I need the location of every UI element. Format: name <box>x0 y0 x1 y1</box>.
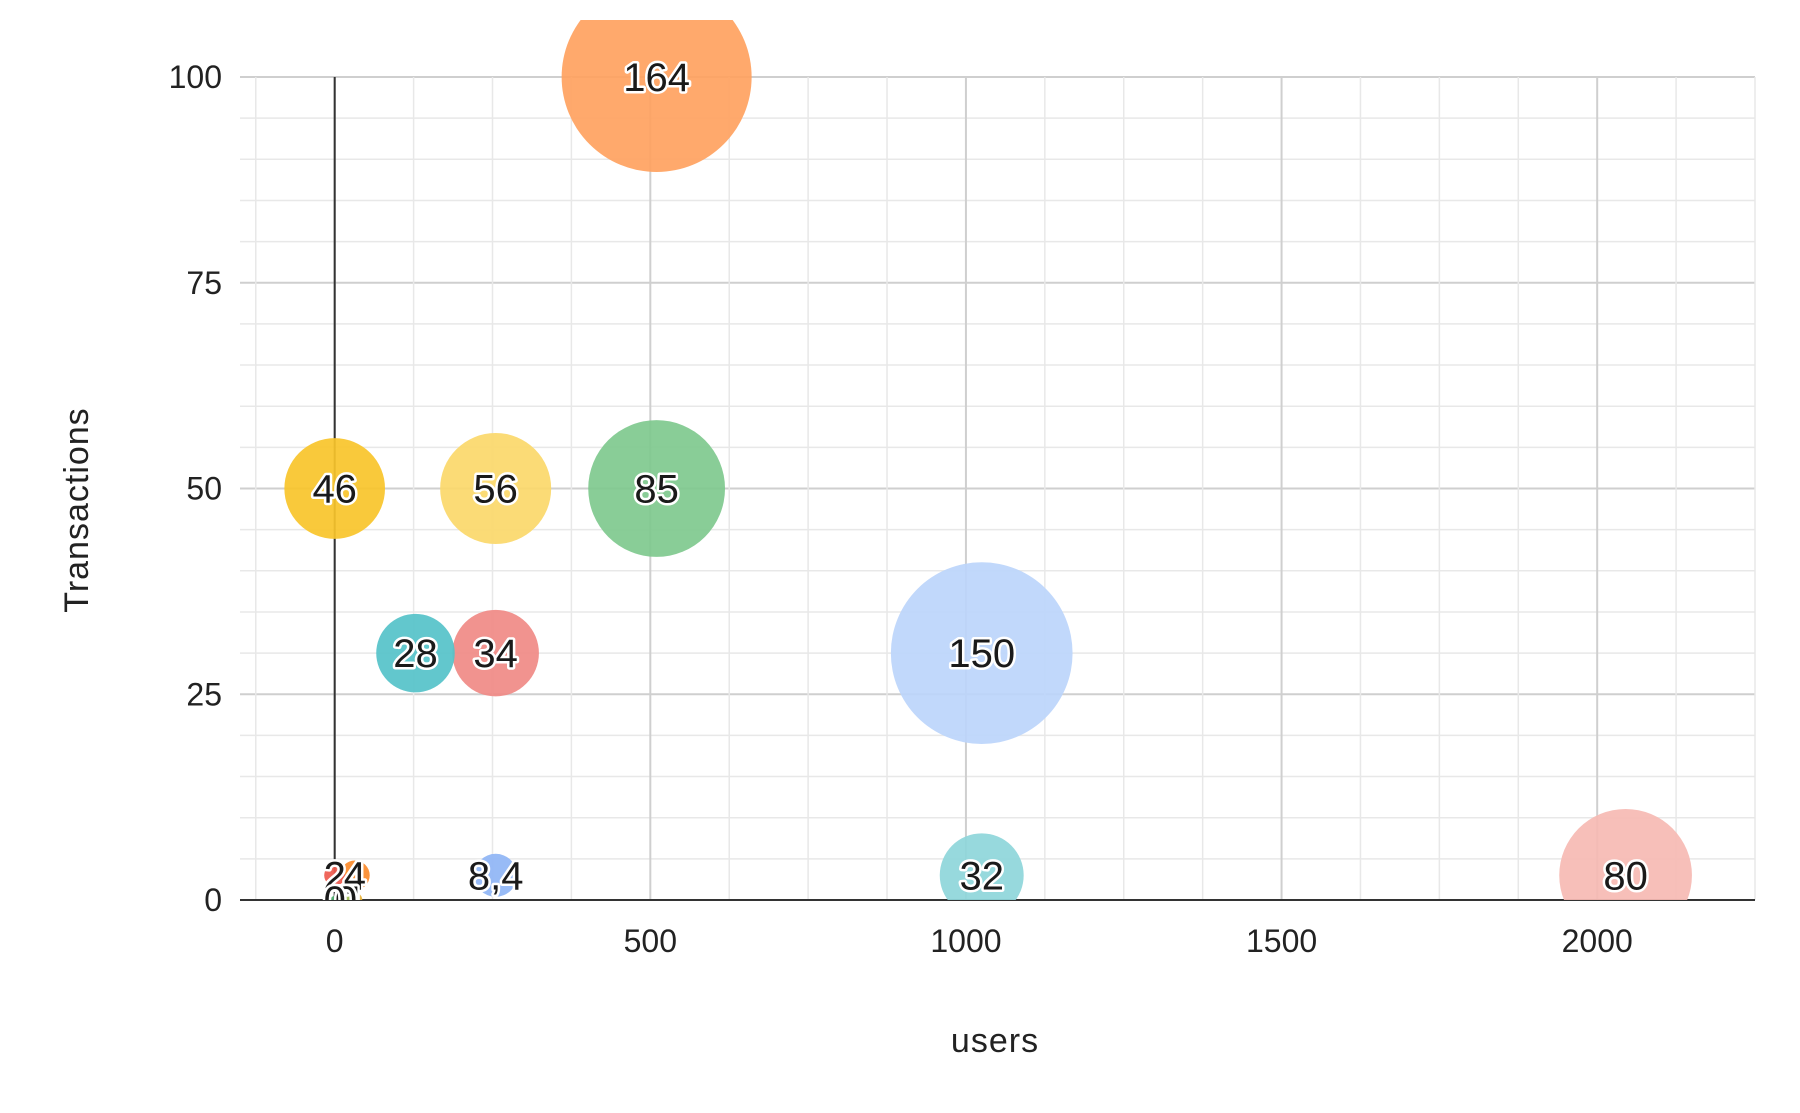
bubble-label: 56 <box>473 468 518 512</box>
bubble <box>347 892 363 900</box>
bubble <box>452 609 539 697</box>
bubble <box>474 853 518 897</box>
y-tick-label: 100 <box>169 59 222 95</box>
bubble <box>561 20 752 172</box>
bubble <box>324 864 346 886</box>
bubble-label: 164 <box>623 56 690 100</box>
x-tick-label: 500 <box>624 923 677 959</box>
bubble-label: 0 <box>324 879 346 923</box>
bubble-label: 32 <box>959 854 1004 898</box>
bubble <box>939 833 1024 900</box>
y-tick-label: 25 <box>186 676 222 712</box>
bubble-label: 4 <box>344 854 366 898</box>
bubble-label: 46 <box>312 468 357 512</box>
bubble <box>340 894 352 900</box>
x-tick-label: 1000 <box>930 923 1001 959</box>
bubble-label: 34 <box>473 632 518 676</box>
bubble <box>284 438 386 539</box>
x-tick-label: 0 <box>326 923 344 959</box>
bubble-label: 8,4 <box>468 854 524 898</box>
x-tick-label: 1500 <box>1246 923 1317 959</box>
y-tick-label: 75 <box>186 265 222 301</box>
bubble-label: 28 <box>393 632 438 676</box>
y-tick-label: 50 <box>186 471 222 507</box>
x-axis-title: users <box>951 1022 1039 1060</box>
x-tick-label: 2000 <box>1562 923 1633 959</box>
bubble <box>330 895 339 900</box>
bubble <box>340 860 370 891</box>
bubble-label: 2 <box>324 854 346 898</box>
bubble-series <box>284 20 1692 900</box>
bubble <box>440 432 552 545</box>
y-axis-title: Transactions <box>58 407 96 612</box>
bubble-label: 0 <box>335 879 357 923</box>
bubble-label: 150 <box>948 632 1015 676</box>
bubble <box>376 613 455 693</box>
bubble-label: 85 <box>634 468 679 512</box>
bubble <box>588 420 726 557</box>
bubble <box>890 562 1073 744</box>
y-tick-label: 0 <box>204 882 222 918</box>
bubble-label: 1 <box>344 879 366 923</box>
bubble <box>1559 808 1692 900</box>
bubble-label: 80 <box>1603 854 1648 898</box>
